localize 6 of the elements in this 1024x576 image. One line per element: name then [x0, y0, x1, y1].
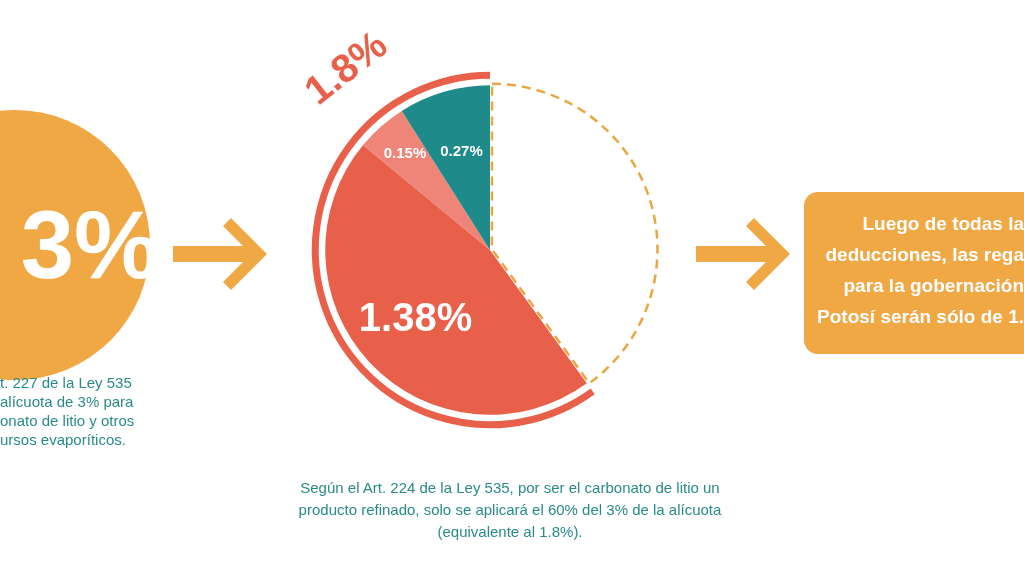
data-label: 0.15% — [383, 143, 427, 161]
data-label: 1.38% — [358, 294, 473, 339]
text: Según el Art. 224 de la Ley 535, por ser el carbonato de litio un producto refinado, solo se aplicará el 60% del 3% de la alícuota (equivalente al 1.8%). — [297, 478, 723, 542]
text: Luego de todas la deducciones, las rega para la gobernación Potosí serán sólo de 1. — [816, 212, 1024, 329]
data-label: 0.27% — [440, 142, 483, 160]
text: t. 227 de la Ley 535 alícuota de 3% para onato de litio y otros ursos evaporíticos. — [0, 373, 135, 449]
